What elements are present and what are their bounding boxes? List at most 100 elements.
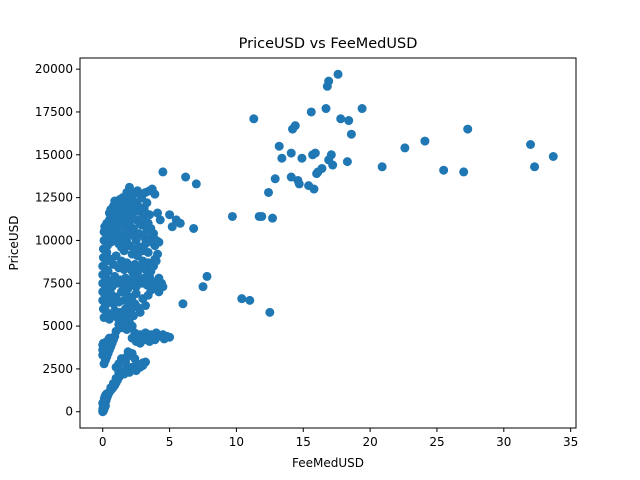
data-point [548, 152, 558, 161]
data-point [277, 153, 287, 163]
data-point [103, 266, 113, 276]
data-point [342, 157, 352, 167]
data-point [124, 182, 134, 192]
data-point [249, 114, 259, 124]
data-point [155, 215, 165, 225]
x-tick-label: 20 [362, 435, 377, 449]
y-tick-label: 2500 [42, 362, 73, 376]
data-point [286, 172, 296, 182]
data-point [290, 121, 300, 131]
data-point [265, 307, 275, 317]
data-point [131, 289, 141, 299]
y-tick-label: 0 [65, 405, 73, 419]
x-tick-label: 35 [563, 435, 578, 449]
data-point [123, 283, 133, 293]
data-point [145, 210, 155, 220]
data-point [149, 229, 159, 239]
data-point [138, 360, 148, 370]
data-point [151, 256, 161, 266]
data-point [130, 354, 140, 364]
data-point [326, 150, 336, 160]
data-point [459, 167, 469, 177]
y-tick-label: 12500 [35, 191, 73, 205]
y-axis: 0 2500 5000 7500 10000 12500 15000 17500 20000 [35, 62, 80, 419]
data-point [158, 282, 168, 292]
data-point [357, 104, 367, 114]
y-axis-label: PriceUSD [7, 216, 21, 271]
data-point [321, 104, 331, 114]
data-point [294, 179, 304, 189]
data-point [333, 69, 343, 79]
data-point [141, 301, 151, 311]
y-tick-label: 15000 [35, 148, 73, 162]
data-point [111, 362, 121, 372]
data-point [120, 357, 130, 367]
plot-frame [79, 57, 577, 429]
data-point [123, 347, 133, 357]
data-point [270, 174, 280, 184]
data-point [245, 295, 255, 305]
data-point [526, 140, 536, 149]
data-point [286, 148, 296, 158]
data-point [344, 116, 354, 126]
data-point [439, 165, 449, 175]
data-point [153, 249, 163, 259]
x-axis-label: FeeMedUSD [292, 456, 364, 470]
y-tick-label: 20000 [35, 62, 73, 76]
data-point [132, 199, 142, 209]
y-tick-label: 5000 [42, 319, 73, 333]
data-point [158, 167, 168, 177]
data-point [191, 179, 201, 189]
data-point [317, 163, 327, 173]
chart-title: PriceUSD vs FeeMedUSD [239, 36, 418, 52]
data-point [131, 235, 141, 245]
data-point [175, 218, 185, 228]
x-tick-label: 5 [166, 435, 174, 449]
data-point [102, 247, 112, 257]
y-tick-label: 7500 [42, 276, 73, 290]
data-point [297, 153, 307, 163]
data-points [98, 69, 558, 417]
data-point [400, 143, 410, 153]
data-point [153, 208, 163, 218]
data-point [181, 172, 191, 182]
data-point [154, 237, 164, 247]
x-tick-label: 30 [496, 435, 511, 449]
data-point [106, 383, 116, 393]
x-axis: 0 5 10 15 20 25 30 35 [99, 428, 578, 449]
data-point [150, 189, 160, 199]
data-point [264, 187, 274, 197]
data-point [309, 184, 319, 194]
data-point [189, 223, 199, 233]
data-point [237, 294, 247, 304]
data-point [336, 114, 346, 124]
data-point [530, 162, 540, 172]
data-point [227, 211, 237, 221]
data-point [346, 129, 356, 139]
data-point [178, 299, 188, 309]
data-point [167, 222, 177, 232]
data-point [198, 282, 208, 292]
data-point [99, 359, 109, 369]
data-point [420, 136, 430, 146]
data-point [135, 307, 145, 317]
data-point [142, 198, 152, 208]
data-point [165, 210, 175, 220]
data-point [114, 319, 124, 329]
x-tick-label: 25 [429, 435, 444, 449]
data-point [115, 194, 125, 204]
data-point [377, 162, 387, 172]
data-point [463, 124, 473, 134]
data-point [257, 211, 267, 221]
data-point [306, 107, 316, 117]
data-point [159, 334, 169, 344]
x-tick-label: 0 [99, 435, 107, 449]
x-tick-label: 15 [296, 435, 311, 449]
data-point [102, 218, 112, 228]
data-point [100, 301, 110, 311]
data-point [274, 141, 284, 151]
y-tick-label: 17500 [35, 105, 73, 119]
data-point [150, 335, 160, 345]
data-point [128, 311, 138, 321]
